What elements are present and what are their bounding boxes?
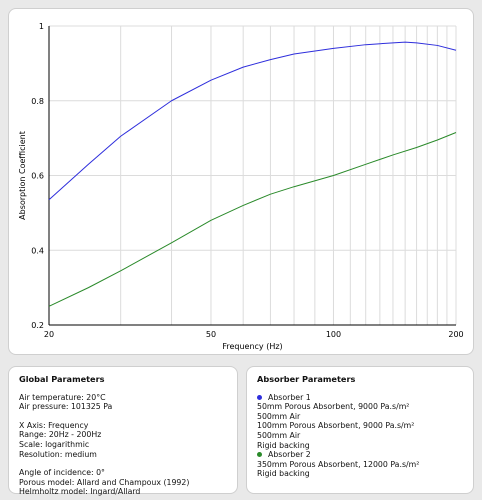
y-tick-label: 0.2 xyxy=(31,321,44,330)
global-parameters-title: Global Parameters xyxy=(19,374,105,384)
porous-model: Porous model: Allard and Champoux (1992) xyxy=(19,477,190,487)
series-line-absorber-2 xyxy=(48,132,457,307)
absorber-1-backing: Rigid backing xyxy=(257,440,310,450)
y-tick-label: 0.4 xyxy=(31,246,44,255)
air-temperature: Air temperature: 20°C xyxy=(19,392,106,402)
air-pressure: Air pressure: 101325 Pa xyxy=(19,402,113,412)
x-tick-label: 100 xyxy=(326,330,341,339)
y-tick-label: 0.6 xyxy=(31,172,44,181)
absorber-2-legend-dot xyxy=(257,452,262,458)
x-axis-setting: X Axis: Frequency xyxy=(19,420,89,430)
range-setting: Range: 20Hz - 200Hz xyxy=(19,430,102,440)
angle-of-incidence: Angle of incidence: 0° xyxy=(19,468,105,478)
absorber-1-layer-4: 500mm Air xyxy=(257,430,301,440)
absorber-1-legend-dot xyxy=(257,394,262,400)
absorber-2-block: Absorber 2 350mm Porous Absorbent, 12000… xyxy=(257,450,463,479)
y-tick-label: 0.8 xyxy=(31,97,44,106)
absorber-1-layer-3: 100mm Porous Absorbent, 9000 Pa.s/m² xyxy=(257,421,415,431)
helmholtz-model: Helmholtz model: Ingard/Allard xyxy=(19,487,141,497)
series-line-absorber-1 xyxy=(48,41,457,201)
absorber-1-layer-2: 500mm Air xyxy=(257,411,301,421)
global-parameters-panel: Global Parameters Air temperature: 20°C … xyxy=(8,366,238,497)
x-tick-label: 200 xyxy=(448,330,463,339)
x-axis-label: Frequency (Hz) xyxy=(222,342,282,351)
absorber-2-name: Absorber 2 xyxy=(268,450,311,460)
absorber-1-block: Absorber 1 50mm Porous Absorbent, 9000 P… xyxy=(257,393,463,451)
x-tick-label: 50 xyxy=(206,330,216,339)
absorber-1-name: Absorber 1 xyxy=(268,392,311,402)
absorber-parameters-panel: Absorber Parameters Absorber 1 50mm Poro… xyxy=(246,366,474,494)
absorber-2-backing: Rigid backing xyxy=(257,469,310,479)
resolution-setting: Resolution: medium xyxy=(19,449,97,459)
absorber-2-layer-1: 350mm Porous Absorbent, 12000 Pa.s/m² xyxy=(257,459,420,469)
y-axis-label: Absorption Coefficient xyxy=(18,131,27,220)
absorber-1-layer-1: 50mm Porous Absorbent, 9000 Pa.s/m² xyxy=(257,402,410,412)
scale-setting: Scale: logarithmic xyxy=(19,439,90,449)
x-tick-label: 20 xyxy=(44,330,54,339)
absorption-chart: 0.2 0.4 0.6 0.8 1 20 50 100 200 Frequency (Hz) Abs… xyxy=(18,22,464,351)
absorber-parameters-title: Absorber Parameters xyxy=(257,374,356,384)
y-tick-label: 1 xyxy=(39,22,44,31)
chart-panel: 0.2 0.4 0.6 0.8 1 20 50 100 200 Frequency (Hz) Abs… xyxy=(8,8,474,355)
